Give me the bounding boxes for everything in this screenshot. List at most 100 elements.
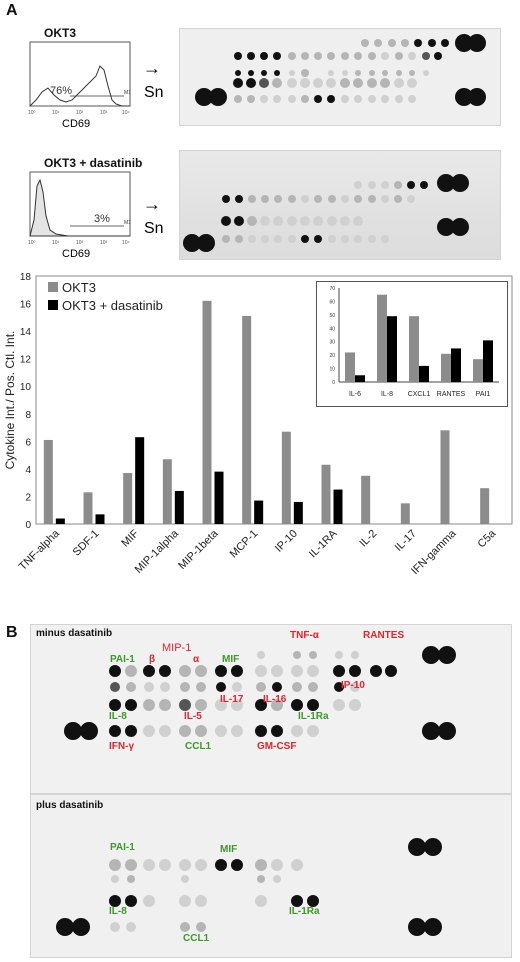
array-spot [274, 70, 280, 76]
array-spot [353, 78, 363, 88]
array-spot [333, 699, 345, 711]
y-tick-label: 18 [20, 272, 32, 283]
array-spot [255, 859, 267, 871]
array-spot [342, 70, 348, 76]
array-spot [354, 235, 362, 243]
y-tick-label: 2 [25, 492, 31, 503]
bar-okt3-dasatinib [214, 471, 224, 524]
inset-y-tick: 70 [329, 286, 335, 292]
array-spot [374, 39, 382, 47]
array-spot [287, 78, 297, 88]
x-tick-label: MIF [119, 527, 141, 549]
bar-okt3-dasatinib [55, 518, 65, 524]
array-spot [196, 682, 206, 692]
bar-okt3 [361, 475, 371, 524]
bar-okt3 [480, 488, 490, 524]
array-spot [235, 195, 243, 203]
panel-a-label: A [6, 2, 18, 19]
array-spot [422, 646, 440, 664]
spot-label-il1ra: IL-1Ra [298, 711, 329, 722]
y-tick-label: 12 [20, 355, 32, 366]
bar-okt3 [440, 430, 450, 524]
array-spot [126, 922, 136, 932]
bar-okt3 [162, 459, 172, 524]
bar-okt3 [321, 464, 331, 524]
array-spot [349, 699, 361, 711]
array-spot [313, 216, 323, 226]
array-spot [291, 699, 303, 711]
array-spot [468, 34, 486, 52]
array-spot [301, 195, 309, 203]
array-spot [335, 651, 343, 659]
array-spot [260, 95, 268, 103]
svg-text:10²: 10² [76, 240, 84, 246]
flow-histogram-okt3: M1 76% 10⁰ 10¹ 10² 10³ 10⁴ [28, 41, 131, 116]
array-spot [313, 78, 323, 88]
array-spot [308, 682, 318, 692]
array-spot [143, 665, 155, 677]
inset-bar-okt3 [377, 294, 387, 382]
array-spot [260, 216, 270, 226]
array-spot [216, 682, 226, 692]
array-spot [126, 682, 136, 692]
array-spot [195, 859, 207, 871]
x-tick-label: TNF-alpha [17, 527, 63, 573]
array-spot [261, 195, 269, 203]
array-spot [272, 682, 282, 692]
svg-text:10¹: 10¹ [52, 110, 60, 116]
array-spot [196, 922, 206, 932]
array-spot [327, 95, 335, 103]
array-spot [309, 651, 317, 659]
spot-label-pai1: PAI-1 [110, 842, 135, 853]
array-spot [424, 838, 442, 856]
array-spot [334, 682, 344, 692]
array-spot [408, 918, 426, 936]
array-spot [328, 235, 336, 243]
array-spot [301, 95, 309, 103]
array-spot [109, 665, 121, 677]
array-spot [273, 216, 283, 226]
array-spot [438, 646, 456, 664]
x-tick-label: SDF-1 [71, 528, 102, 559]
bar-okt3-dasatinib [135, 437, 145, 524]
array-spot [455, 34, 473, 52]
inset-y-tick: 60 [329, 299, 335, 305]
bar-okt3 [242, 315, 252, 524]
array-spot [209, 88, 227, 106]
array-spot [381, 181, 389, 189]
array-spot [256, 682, 266, 692]
flow-percent-okt3: 76% [50, 85, 72, 97]
bar-okt3 [202, 300, 212, 524]
array-spot [451, 218, 469, 236]
array-spot [300, 78, 310, 88]
inset-bar-okt3-dasatinib [355, 375, 365, 382]
arrow-icon: → [143, 194, 161, 214]
inset-y-tick: 10 [329, 367, 335, 373]
array-spot [179, 895, 191, 907]
array-spot [333, 665, 345, 677]
array-blot-minus-dasatinib [30, 624, 512, 794]
array-spot [144, 682, 154, 692]
y-tick-label: 10 [20, 382, 32, 393]
spot-label-ip10: IP-10 [341, 680, 365, 691]
array-spot [127, 875, 135, 883]
array-spot [109, 725, 121, 737]
array-spot [408, 95, 416, 103]
array-spot [354, 181, 362, 189]
array-spot [340, 78, 350, 88]
inset-x-tick: RANTES [437, 391, 466, 398]
array-spot [307, 895, 319, 907]
array-spot [291, 859, 303, 871]
array-spot [361, 39, 369, 47]
array-spot [183, 234, 201, 252]
svg-text:10⁰: 10⁰ [28, 240, 36, 246]
bar-okt3 [43, 439, 53, 524]
array-spot [72, 918, 90, 936]
array-spot [235, 70, 241, 76]
array-spot [307, 699, 319, 711]
array-spot [180, 682, 190, 692]
spot-label-mip1-beta: β [149, 654, 156, 665]
array-spot [195, 725, 207, 737]
array-spot [179, 859, 191, 871]
array-spot [401, 39, 409, 47]
